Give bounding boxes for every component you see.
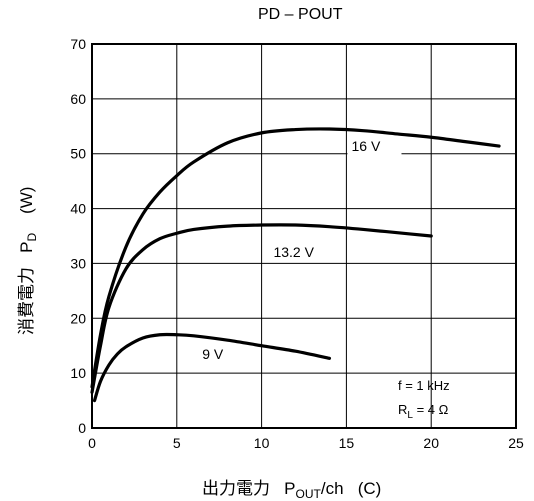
x-tick-label: 25 xyxy=(508,435,524,451)
x-tick-label: 20 xyxy=(423,435,439,451)
y-axis-label-unit: (W) xyxy=(17,186,36,214)
series-line xyxy=(92,332,332,403)
plot-frame xyxy=(91,43,517,429)
y-tick-label: 20 xyxy=(70,310,86,326)
tick-labels: 0 5 10 15 20 25 0 10 20 30 40 50 60 70 xyxy=(70,36,524,451)
x-axis-label: 出力電力 POUT/ch (C) xyxy=(202,474,382,501)
annotation-load: RL = 4 Ω xyxy=(398,402,449,421)
series-label: 16 V xyxy=(351,138,380,154)
y-tick-label: 50 xyxy=(70,146,86,162)
x-axis-label-suffix: /ch xyxy=(320,479,344,498)
x-axis-label-subscript: OUT xyxy=(295,487,321,501)
series-line xyxy=(90,127,501,389)
y-axis-label-symbol: P xyxy=(17,241,36,253)
x-tick-label: 0 xyxy=(88,435,96,451)
grid xyxy=(91,43,517,429)
series-label: 13.2 V xyxy=(273,244,314,260)
x-tick-label: 5 xyxy=(173,435,181,451)
chart-title: PD – POUT xyxy=(258,6,343,23)
series-curves xyxy=(90,127,501,403)
x-axis-label-symbol: P xyxy=(284,479,296,498)
y-tick-label: 30 xyxy=(70,255,86,271)
y-axis-label-prefix: 消費電力 xyxy=(17,267,36,335)
x-axis-label-prefix: 出力電力 xyxy=(202,479,270,498)
y-axis-label-subscript: D xyxy=(25,232,39,242)
series-label-bg xyxy=(347,136,402,155)
y-tick-label: 60 xyxy=(70,91,86,107)
x-tick-label: 10 xyxy=(254,435,270,451)
annotation-box: f = 1 kHz RL = 4 Ω xyxy=(398,378,450,421)
y-tick-label: 10 xyxy=(70,365,86,381)
series-label: 9 V xyxy=(202,346,224,362)
y-tick-label: 40 xyxy=(70,201,86,217)
y-tick-label: 0 xyxy=(78,420,86,436)
series-line xyxy=(90,223,433,394)
x-tick-label: 15 xyxy=(339,435,355,451)
series-labels: 16 V 13.2 V 9 V xyxy=(202,136,402,362)
annotation-frequency: f = 1 kHz xyxy=(398,378,450,393)
x-axis-label-unit: (C) xyxy=(357,479,382,498)
y-axis-label: 消費電力 PD (W) xyxy=(12,186,39,335)
y-tick-label: 70 xyxy=(70,36,86,52)
